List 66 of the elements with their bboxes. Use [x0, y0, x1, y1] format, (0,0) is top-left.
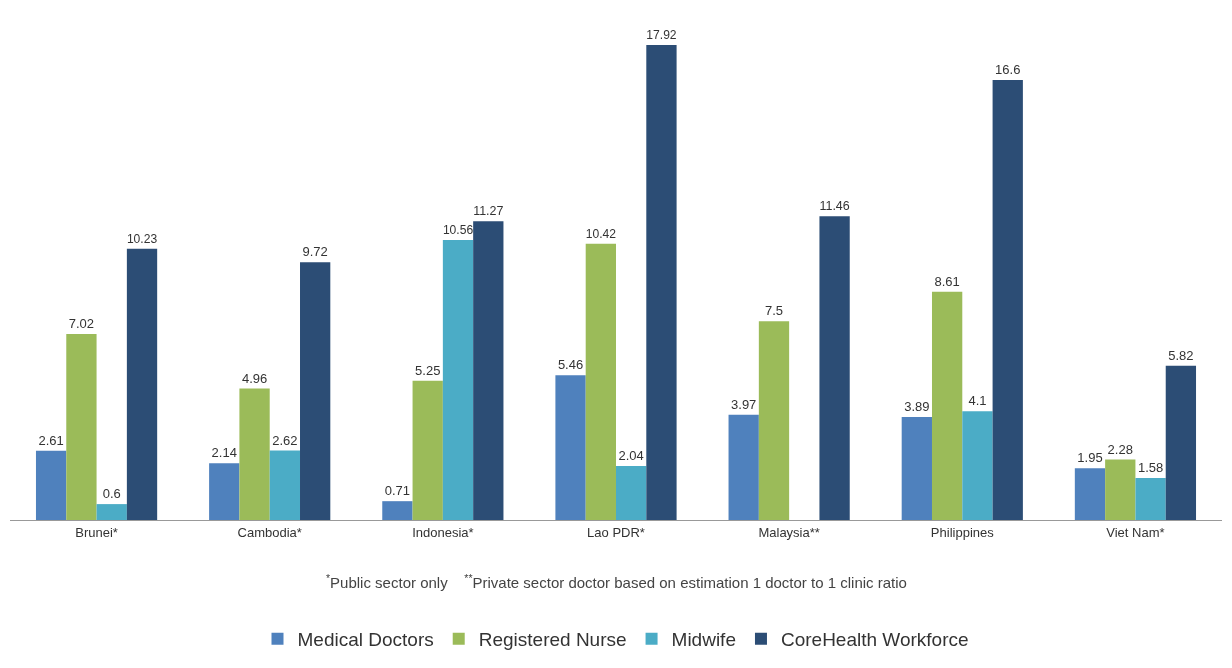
data-label: 11.46 — [819, 199, 850, 214]
legend-label: CoreHealth Workforce — [780, 629, 969, 651]
data-label: 1.95 — [1077, 450, 1103, 466]
bar — [300, 262, 331, 520]
data-label: 8.61 — [934, 273, 960, 289]
x-tick-label: Cambodia* — [237, 524, 302, 540]
data-label: 10.23 — [126, 232, 158, 247]
bar — [412, 380, 443, 520]
bar — [585, 243, 616, 520]
bar — [992, 79, 1023, 520]
legend-label: Medical Doctors — [297, 629, 434, 651]
data-label: 10.42 — [585, 227, 617, 242]
bar — [209, 463, 240, 520]
x-tick-label: Brunei* — [75, 524, 118, 540]
bar — [1135, 478, 1166, 520]
data-label: 16.6 — [995, 61, 1021, 77]
bar — [616, 465, 647, 520]
data-label: 4.96 — [241, 370, 268, 386]
data-label: 2.61 — [38, 432, 64, 448]
legend-label: Midwife — [671, 629, 736, 651]
bar — [239, 388, 270, 520]
data-label: 11.27 — [473, 204, 504, 219]
data-label: 5.25 — [415, 362, 441, 378]
bar — [758, 321, 790, 520]
bar — [442, 240, 474, 520]
bar — [555, 375, 586, 520]
bar — [96, 504, 127, 520]
x-tick-label: Malaysia** — [758, 524, 820, 540]
data-label: 4.1 — [968, 393, 987, 409]
bar — [66, 333, 97, 520]
data-label: 2.28 — [1107, 441, 1133, 457]
bar — [962, 411, 993, 520]
x-tick-label: Indonesia* — [412, 524, 474, 540]
data-label: 2.04 — [618, 447, 644, 463]
bar — [382, 501, 413, 520]
data-label: 17.92 — [646, 28, 677, 43]
data-label: 2.62 — [272, 432, 298, 448]
legend-label: Registered Nurse — [478, 629, 627, 651]
bar — [35, 450, 67, 520]
bar — [931, 291, 963, 520]
bar — [269, 450, 301, 520]
x-tick-label: Lao PDR* — [587, 524, 645, 540]
data-label: 2.14 — [211, 445, 237, 461]
data-label: 10.56 — [442, 223, 474, 238]
bar — [1105, 459, 1136, 520]
bar — [646, 45, 677, 520]
data-label: 3.89 — [904, 398, 930, 414]
bar — [1074, 468, 1106, 520]
data-label: 7.02 — [68, 315, 95, 331]
data-label: 3.97 — [731, 396, 757, 412]
bar — [819, 216, 850, 520]
x-tick-label: Philippines — [930, 524, 995, 540]
bar — [1165, 365, 1197, 520]
data-label: 0.71 — [384, 483, 411, 499]
data-label: 5.82 — [1168, 347, 1194, 363]
x-tick-label: Viet Nam* — [1106, 524, 1165, 540]
bar — [473, 221, 504, 520]
data-label: 7.5 — [764, 303, 784, 319]
data-label: 1.58 — [1137, 460, 1164, 476]
data-label: 5.46 — [557, 357, 584, 373]
bar — [728, 414, 759, 520]
bar — [126, 248, 158, 520]
text: $^{*}$Public sector only $^{**}$Private sector doctor based on estimation 1 doctor to 1 clinic ratio — [326, 572, 907, 592]
data-label: 9.72 — [302, 244, 328, 260]
bar — [901, 416, 932, 520]
data-label: 0.6 — [102, 486, 121, 502]
